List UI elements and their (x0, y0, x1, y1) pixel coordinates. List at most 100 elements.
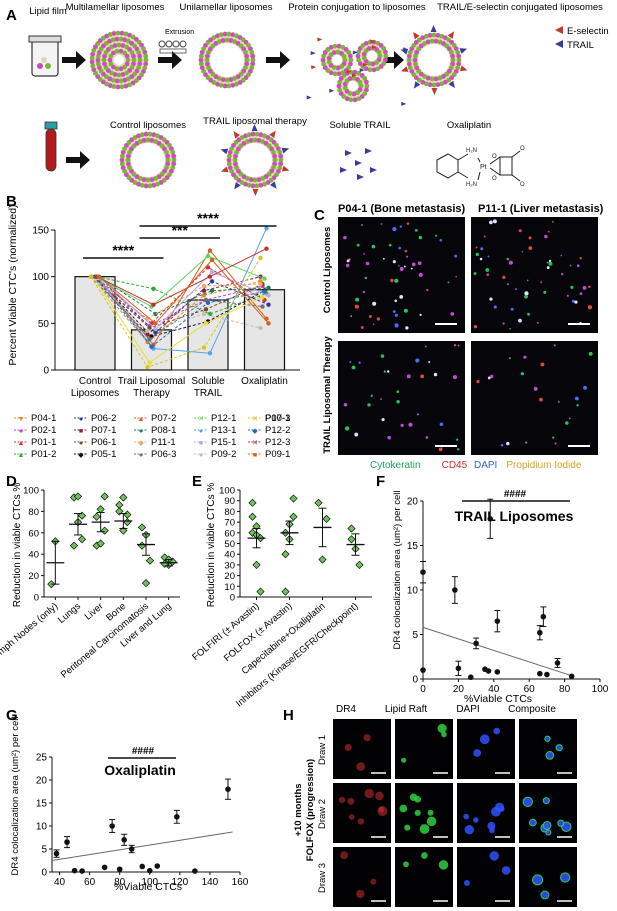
series-point (207, 351, 213, 356)
cell-dot (418, 272, 423, 277)
legend-stain: Cytokeratin (370, 460, 421, 471)
cell-dot (438, 447, 443, 452)
arrow-icon (158, 51, 182, 69)
series-point (201, 345, 207, 350)
cell-dot (539, 397, 543, 402)
cell-dot (380, 398, 382, 401)
cell-dot (357, 818, 365, 825)
cell-dot (545, 829, 552, 836)
arrow-icon (62, 51, 86, 69)
panel-d-chart: D Reduction in viable CTCs % 0 20 40 60 80 10… (0, 473, 180, 681)
cell-dot (547, 230, 550, 233)
cell-dot (364, 276, 368, 280)
legend-label: P06-1 (91, 437, 116, 448)
y-tick-label: 60 (224, 528, 235, 539)
liposome-illustrations (89, 25, 468, 196)
series-line (90, 276, 261, 332)
y-tick-label: 0 (412, 675, 418, 686)
y-tick-label: 0 (230, 593, 235, 604)
cell-dot (548, 259, 552, 263)
soluble-trail-icon (340, 148, 377, 180)
legend-label: P02-1 (31, 425, 56, 436)
cell-dot (399, 266, 404, 271)
series-point (201, 288, 207, 293)
data-point (248, 498, 257, 507)
legend-eselectin: E-selectin (567, 26, 609, 37)
data-point (145, 556, 155, 565)
cell-dot (557, 400, 560, 403)
cell-dot (406, 374, 411, 379)
cell-dot (354, 432, 359, 437)
cell-dot (387, 435, 392, 440)
legend-label: P05-1 (91, 449, 116, 460)
y-tick-label: 0 (41, 868, 47, 879)
panel-f-chart: F DR4 colocalization area (um²) per cell… (376, 473, 609, 705)
svg-text:H₂N: H₂N (466, 182, 477, 188)
data-point (544, 671, 550, 678)
cell-dot (426, 288, 429, 292)
y-tick-label: 40 (28, 550, 39, 561)
category-label: Inhibitors (Kinase/EGFR/Checkpoint) (234, 601, 360, 710)
legend-marker-icon: ● (19, 428, 23, 435)
panel-a: A Lipid film Multilamellar liposomes Uni… (6, 2, 609, 196)
cell-dot (426, 816, 437, 827)
x-tick-label: 120 (171, 877, 188, 888)
cell-dot (398, 246, 402, 250)
data-point (322, 514, 331, 523)
data-point (225, 786, 231, 792)
legend-marker-icon: ● (199, 428, 203, 435)
series-point (209, 288, 215, 293)
y-tick-label-b: 50 (38, 319, 50, 330)
series-line (94, 276, 265, 348)
cell-dot (457, 448, 460, 451)
legend-marker-icon: ✕ (252, 416, 258, 423)
series-line (94, 276, 265, 337)
cell-dot (518, 318, 522, 323)
cell-dot (489, 374, 494, 379)
series-point (96, 274, 102, 279)
cell-dot (520, 372, 524, 376)
cell-dot (473, 324, 478, 329)
legend-marker-icon: ▼ (18, 416, 25, 423)
series-point (203, 321, 209, 326)
col-title-p11: P11-1 (Liver metastasis) (478, 203, 604, 215)
legend-marker-icon: ● (79, 416, 83, 423)
cell-dot (457, 344, 460, 347)
cell-dot (543, 821, 552, 830)
cell-dot (456, 438, 459, 441)
series-point (203, 307, 209, 312)
data-point (568, 673, 575, 680)
cell-dot (420, 374, 425, 379)
cell-dot (343, 235, 347, 240)
cell-dot (473, 817, 479, 823)
series-point (201, 311, 207, 317)
cell-dot (365, 261, 370, 266)
y-tick-label: 30 (224, 560, 235, 571)
cell-dot (368, 315, 372, 318)
cell-dot (576, 404, 579, 407)
legend-stain: DAPI (474, 460, 497, 471)
data-point (77, 511, 87, 520)
cell-dot (509, 328, 511, 330)
series-point (151, 302, 156, 307)
cell-dot (555, 744, 563, 752)
arrow-icon (66, 151, 90, 169)
legend-label: P01-2 (31, 449, 56, 460)
legend-label: P11-1 (151, 437, 176, 448)
series-line (90, 257, 261, 368)
data-point (455, 665, 462, 672)
micrograph-c (338, 341, 465, 455)
series-point (207, 248, 213, 253)
legend-marker-icon: ● (139, 428, 143, 435)
cell-dot (526, 279, 529, 282)
arrow-icon (380, 51, 404, 69)
cell-dot (348, 814, 355, 820)
cell-dot (380, 354, 385, 358)
cell-dot (367, 403, 371, 407)
label-multilamellar: Multilamellar liposomes (66, 2, 165, 13)
cell-dot (521, 250, 524, 253)
cell-dot (500, 443, 504, 447)
micrograph-h (457, 847, 515, 907)
cell-dot (588, 285, 591, 289)
cell-dot (502, 322, 505, 325)
